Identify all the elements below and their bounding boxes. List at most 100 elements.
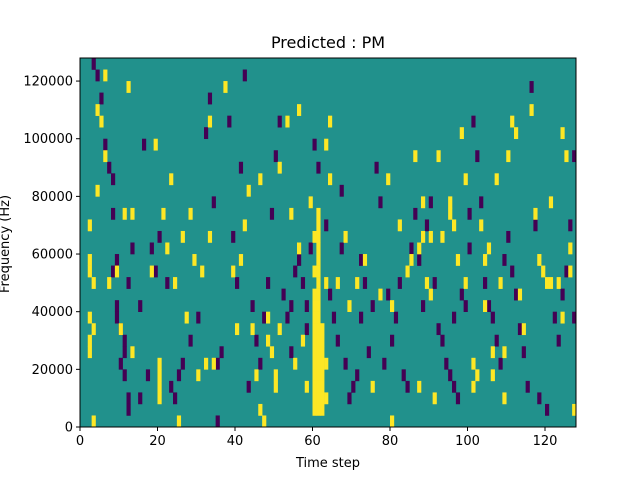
heatmap-cell-low <box>107 161 112 174</box>
heatmap-cell-low <box>153 265 158 278</box>
heatmap-cell-low <box>432 277 437 289</box>
heatmap-cell-high <box>153 138 158 151</box>
heatmap-cell-high <box>192 254 197 266</box>
heatmap-cell-low <box>467 242 472 255</box>
heatmap-cell-high <box>87 265 92 278</box>
heatmap-cell-high <box>533 207 538 220</box>
heatmap-cell-low <box>328 288 333 301</box>
heatmap-cell-low <box>424 219 430 232</box>
heatmap-cell-low <box>502 254 507 266</box>
y-axis-ticks: 0 20000 40000 60000 80000 100000 120000 <box>23 75 80 436</box>
heatmap-cell-high <box>204 357 209 370</box>
heatmap-cell-high <box>490 346 495 359</box>
heatmap-cell-high <box>87 334 92 347</box>
heatmap-cell-low <box>347 392 352 405</box>
heatmap-cell-low <box>165 277 170 289</box>
heatmap-cell-high <box>312 323 317 336</box>
heatmap-cell-high <box>572 403 577 416</box>
heatmap-cell-high <box>436 150 441 163</box>
heatmap-cell-high <box>568 242 573 255</box>
heatmap-cell-high <box>390 415 395 428</box>
heatmap-cell-high <box>169 173 174 186</box>
heatmap-cell-high <box>548 196 554 209</box>
heatmap-cell-high <box>184 311 189 324</box>
heatmap-cell-low <box>545 403 550 416</box>
heatmap-cell-high <box>223 81 228 93</box>
heatmap-cell-low <box>99 92 104 105</box>
heatmap-cell-high <box>506 150 511 163</box>
heatmap-cell-high <box>312 357 317 370</box>
heatmap-cell-high <box>355 277 360 289</box>
x-tick-label: 100 <box>455 434 480 449</box>
heatmap-cell-low <box>312 138 317 151</box>
heatmap-cell-high <box>328 115 333 128</box>
heatmap-cell-high <box>324 138 329 151</box>
heatmap-cell-low <box>459 288 464 301</box>
heatmap-cell-high <box>316 242 321 255</box>
heatmap-cell-high <box>165 242 170 255</box>
heatmap-cell-high <box>459 127 464 140</box>
heatmap-cell-high <box>312 346 317 359</box>
heatmap-cell-high <box>312 265 317 278</box>
heatmap-cell-low <box>130 242 135 255</box>
heatmap-cell-high <box>91 323 96 336</box>
heatmap-cell-low <box>173 392 178 405</box>
heatmap-cell-low <box>122 346 127 359</box>
heatmap-cell-low <box>452 311 457 324</box>
heatmap-cell-high <box>312 392 317 405</box>
heatmap-cell-high <box>87 346 92 359</box>
heatmap-cell-low <box>176 369 182 382</box>
heatmap-cell-low <box>463 300 468 312</box>
heatmap-cell-low <box>246 380 251 393</box>
heatmap-cell-high <box>328 173 333 186</box>
heatmap-cell-high <box>273 380 278 393</box>
heatmap-cell-low <box>111 265 116 278</box>
heatmap-cell-high <box>320 323 325 336</box>
heatmap-cell-low <box>390 334 395 347</box>
heatmap-cell-high <box>114 265 120 278</box>
heatmap-cell-low <box>103 138 108 151</box>
heatmap-cell-high <box>537 254 542 266</box>
heatmap-cell-low <box>95 69 100 82</box>
heatmap-cell-low <box>114 300 120 312</box>
heatmap-cell-low <box>521 346 526 359</box>
heatmap-cell-high <box>316 403 321 416</box>
x-tick-label: 60 <box>304 434 321 449</box>
heatmap-cell-low <box>359 254 364 266</box>
heatmap-cell-low <box>196 311 201 324</box>
heatmap-cell-high <box>316 369 321 382</box>
heatmap-cell-high <box>157 369 162 382</box>
heatmap-background <box>80 58 576 427</box>
heatmap-cell-high <box>560 127 565 140</box>
heatmap-cell-low <box>351 380 356 393</box>
heatmap-cell-high <box>266 334 271 347</box>
heatmap-cell-low <box>339 184 344 197</box>
heatmap-cell-high <box>297 104 302 116</box>
heatmap-cell-high <box>370 380 375 393</box>
heatmap-cell-high <box>308 196 313 209</box>
heatmap-cell-high <box>316 311 321 324</box>
heatmap-cell-low <box>215 357 220 370</box>
heatmap-cell-low <box>366 346 371 359</box>
heatmap-cell-high <box>103 150 108 163</box>
heatmap-cell-high <box>312 403 317 416</box>
heatmap-cell-high <box>486 242 492 255</box>
heatmap-cell-low <box>417 254 422 266</box>
heatmap-cell-low <box>145 369 151 382</box>
heatmap-cell-high <box>390 300 395 312</box>
heatmap-cell-high <box>386 173 391 186</box>
y-axis-label: Frequency (Hz) <box>0 195 13 293</box>
heatmap-cell-high <box>312 311 317 324</box>
heatmap-cell-low <box>386 288 391 301</box>
heatmap-cell-high <box>483 254 488 266</box>
heatmap-cell-low <box>455 392 461 405</box>
heatmap-cell-low <box>552 311 557 324</box>
heatmap-cell-low <box>483 277 488 289</box>
heatmap-cell-low <box>421 300 426 312</box>
heatmap-cell-high <box>541 265 546 278</box>
heatmap-cell-low <box>514 288 519 301</box>
heatmap-cell-high <box>316 230 321 243</box>
heatmap-cell-high <box>262 415 267 428</box>
heatmap-cell-low <box>444 357 449 370</box>
heatmap-cell-high <box>452 219 457 232</box>
